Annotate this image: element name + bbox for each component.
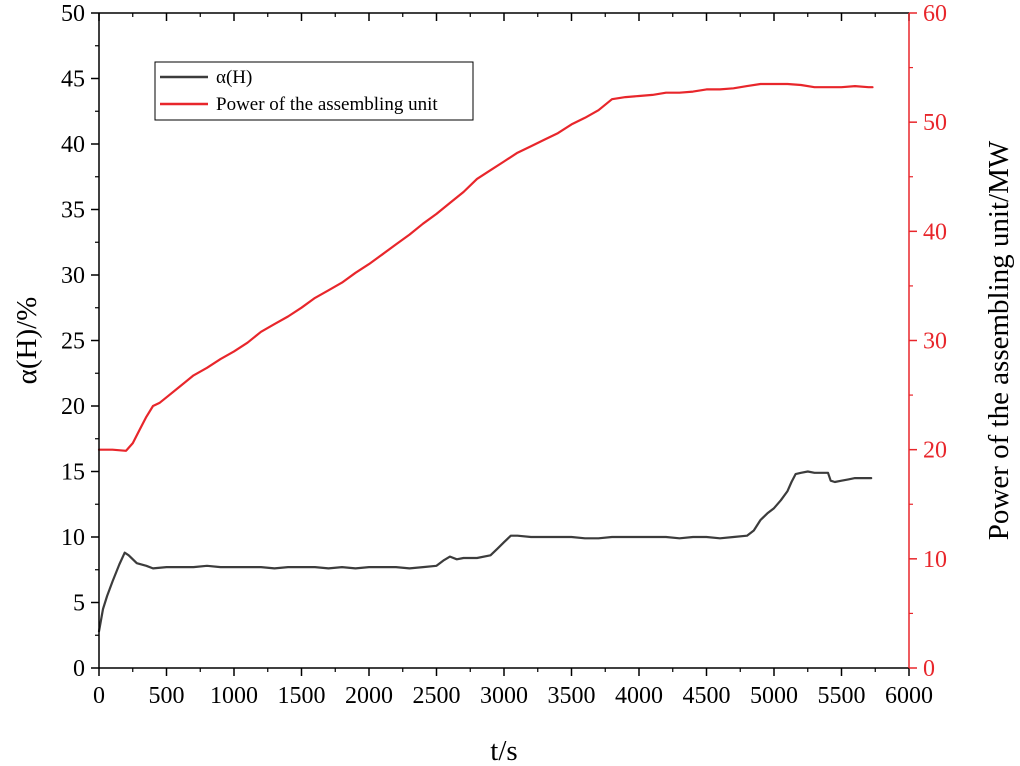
x-tick-label: 3000: [480, 683, 528, 709]
y-right-tick-label: 0: [923, 656, 935, 682]
legend-label-power: Power of the assembling unit: [216, 94, 438, 115]
y-left-tick-label: 25: [61, 329, 85, 355]
y-left-tick-label: 45: [61, 67, 85, 93]
y-left-axis-title: α(H)/%: [11, 297, 43, 385]
y-left-tick-label: 5: [73, 591, 85, 617]
x-tick-label: 3500: [548, 683, 596, 709]
y-right-tick-label: 40: [923, 219, 947, 245]
x-tick-label: 0: [93, 683, 105, 709]
y-left-tick-label: 35: [61, 198, 85, 224]
series-line-power: [97, 82, 874, 452]
x-tick-label: 4000: [615, 683, 663, 709]
y-right-tick-label: 10: [923, 547, 947, 573]
x-tick-label: 500: [149, 683, 185, 709]
x-tick-label: 4500: [683, 683, 731, 709]
y-right-tick-label: 20: [923, 438, 947, 464]
y-left-tick-label: 30: [61, 263, 85, 289]
y-left-tick-label: 50: [61, 1, 85, 27]
axes-layer: [98, 12, 910, 669]
legend-box: [154, 61, 474, 121]
y-right-tick-label: 30: [923, 329, 947, 355]
x-tick-label: 2000: [345, 683, 393, 709]
y-left-tick-label: 15: [61, 460, 85, 486]
y-right-tick-label: 60: [923, 1, 947, 27]
y-left-tick-label: 20: [61, 394, 85, 420]
legend: α(H) Power of the assembling unit: [154, 61, 474, 121]
series-layer: [97, 82, 874, 633]
ticks-layer: 0 500 1000 1500 2000 2500 3000 3500 4000 4500 5000…: [61, 1, 947, 709]
x-tick-label: 6000: [885, 683, 933, 709]
legend-label-alpha-h: α(H): [216, 67, 252, 88]
y-left-tick-label: 0: [73, 656, 85, 682]
y-left-tick-label: 10: [61, 525, 85, 551]
x-tick-label: 5000: [750, 683, 798, 709]
series-line-alpha-h: [97, 470, 873, 633]
x-tick-label: 1000: [210, 683, 258, 709]
x-tick-label: 5500: [818, 683, 866, 709]
x-tick-label: 2500: [413, 683, 461, 709]
x-tick-label: 1500: [278, 683, 326, 709]
y-left-tick-label: 40: [61, 132, 85, 158]
y-right-axis-title: Power of the assembling unit/MW: [983, 140, 1015, 540]
x-axis-title: t/s: [490, 735, 517, 766]
y-right-tick-label: 50: [923, 110, 947, 136]
